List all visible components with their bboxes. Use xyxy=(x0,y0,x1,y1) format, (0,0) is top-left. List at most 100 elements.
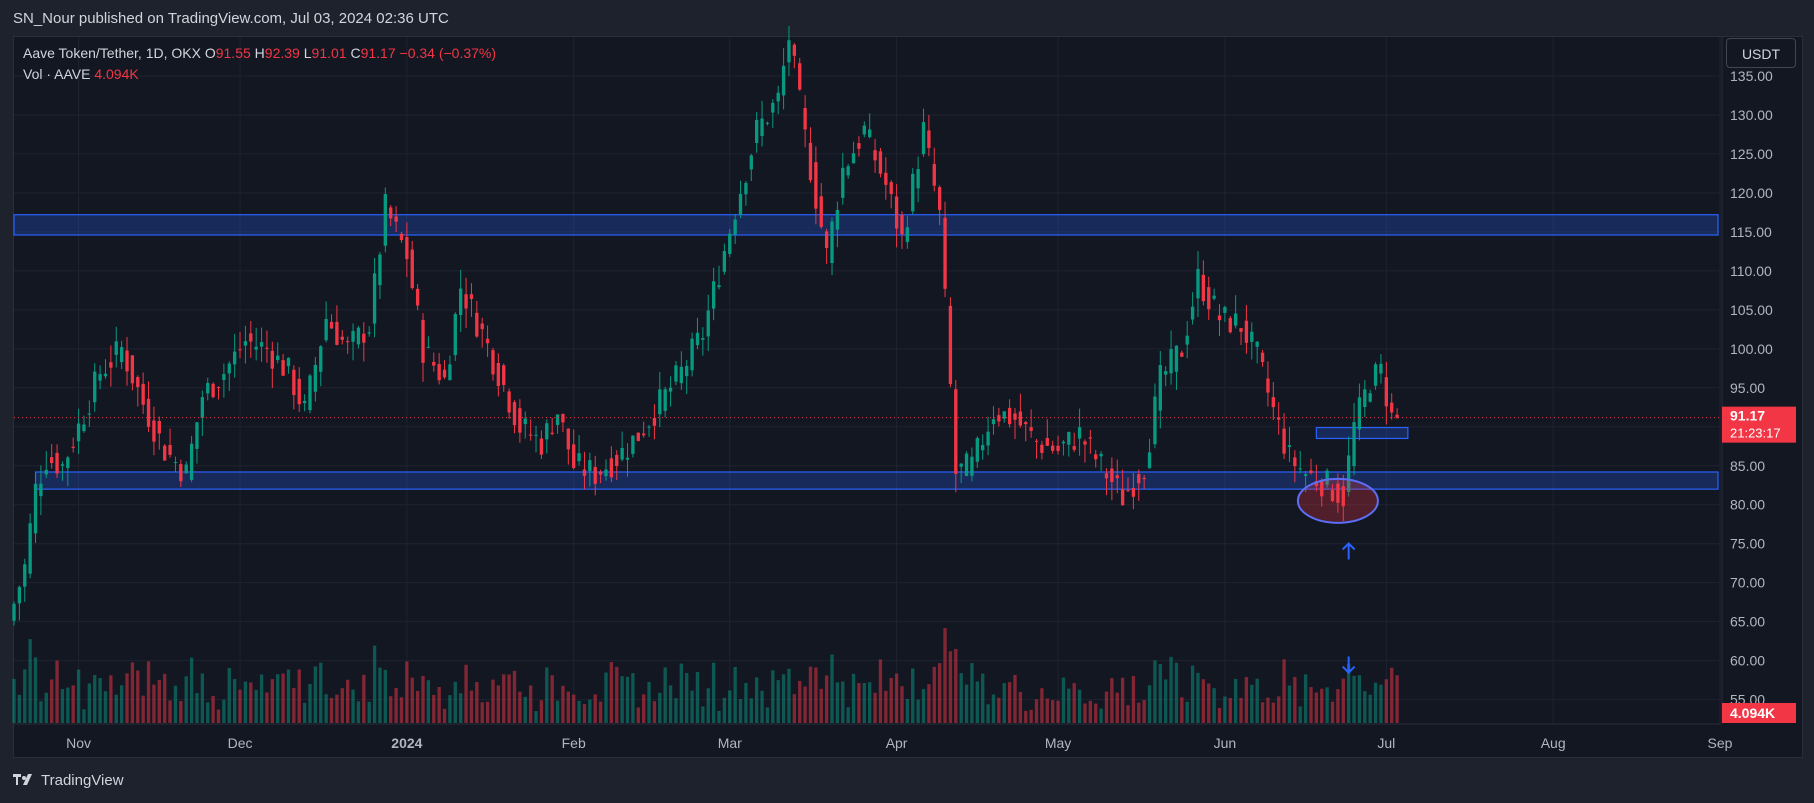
volume-bar xyxy=(1147,685,1152,723)
volume-bar xyxy=(1287,685,1292,723)
price-tick-label: 135.00 xyxy=(1730,68,1773,84)
volume-bar xyxy=(82,709,86,723)
currency-button[interactable]: USDT xyxy=(1726,38,1796,68)
candle-body xyxy=(954,389,958,474)
support-resistance-zone xyxy=(13,214,1719,236)
volume-bar xyxy=(722,697,727,723)
candle-body xyxy=(711,281,716,309)
candle-body xyxy=(808,142,813,181)
volume-bar xyxy=(227,667,231,723)
candle-body xyxy=(1013,413,1017,420)
volume-bar xyxy=(1158,663,1162,723)
volume-bar xyxy=(824,675,829,723)
candle-body xyxy=(760,118,764,137)
candle-body xyxy=(1120,488,1125,506)
volume-bar xyxy=(378,667,382,723)
candle-body xyxy=(1212,295,1216,299)
volume-bar xyxy=(1207,683,1211,723)
volume-bar xyxy=(868,682,872,723)
volume-bar xyxy=(410,677,414,723)
candle-body xyxy=(1282,428,1286,454)
volume-bar xyxy=(1099,708,1103,723)
volume-bar xyxy=(679,663,683,723)
volume-bar xyxy=(286,669,291,723)
date-tick-label: Jun xyxy=(1214,735,1237,751)
candle-body xyxy=(733,219,737,235)
candle-body xyxy=(119,347,124,363)
candle-body xyxy=(351,330,355,342)
symbol-name[interactable]: Aave Token/Tether, 1D, OKX xyxy=(23,45,201,61)
volume-bar xyxy=(846,707,850,723)
volume-bar xyxy=(109,675,113,723)
volume-bar xyxy=(1002,683,1006,723)
volume-bar xyxy=(206,702,210,723)
volume-bar xyxy=(916,699,920,723)
volume-label[interactable]: Vol · AAVE xyxy=(23,66,91,82)
candle-body xyxy=(426,346,431,348)
candle-body xyxy=(658,389,662,415)
volume-bar xyxy=(921,689,926,723)
ohlc-legend: Aave Token/Tether, 1D, OKX O91.55 H92.39… xyxy=(23,45,496,61)
candle-body xyxy=(1153,396,1157,445)
volume-bar xyxy=(17,694,22,723)
volume-bar xyxy=(1309,687,1313,723)
volume-bar xyxy=(362,674,366,723)
volume-bar xyxy=(249,682,253,723)
candle-body xyxy=(308,375,312,411)
candle-body xyxy=(152,420,156,442)
volume-bar xyxy=(87,683,92,723)
candle-body xyxy=(1330,490,1335,502)
candle-body xyxy=(28,523,32,574)
volume-bar xyxy=(1271,702,1275,723)
candle-body xyxy=(765,122,770,124)
volume-bar xyxy=(1013,675,1017,723)
candle-body xyxy=(109,362,113,368)
volume-legend: Vol · AAVE 4.094K xyxy=(23,66,139,82)
candle-body xyxy=(1024,422,1028,425)
volume-bar xyxy=(803,686,807,723)
volume-bar xyxy=(835,682,840,723)
volume-bar xyxy=(1185,701,1189,723)
candle-body xyxy=(259,342,264,347)
candle-body xyxy=(98,374,102,381)
candle-body xyxy=(432,361,436,366)
volume-bar xyxy=(889,677,893,723)
volume-bar xyxy=(1303,674,1308,723)
candle-body xyxy=(163,445,167,461)
volume-bar xyxy=(582,704,587,723)
candle-body xyxy=(33,483,38,534)
candle-body xyxy=(410,249,414,289)
candle-body xyxy=(1250,331,1254,342)
date-tick-label: Feb xyxy=(562,735,586,751)
date-tick-label: Dec xyxy=(228,735,253,751)
candle-body xyxy=(959,463,963,467)
volume-bar xyxy=(798,680,802,723)
candle-body xyxy=(195,422,199,449)
candle-body xyxy=(873,150,877,161)
volume-bar xyxy=(625,676,630,723)
volume-bar xyxy=(588,699,592,723)
candle-body xyxy=(798,63,802,90)
volume-bar xyxy=(512,670,517,723)
volume-bar xyxy=(1346,663,1351,723)
candle-body xyxy=(862,125,866,135)
volume-bar xyxy=(1061,677,1066,723)
candle-body xyxy=(679,366,683,384)
volume-bar xyxy=(1357,675,1362,723)
volume-bar xyxy=(1083,703,1087,723)
volume-bar xyxy=(502,674,506,723)
volume-bar xyxy=(340,688,344,723)
volume-bar xyxy=(211,695,215,723)
volume-bar xyxy=(367,701,371,723)
candle-body xyxy=(1040,444,1044,453)
candle-body xyxy=(738,194,743,215)
candle-body xyxy=(168,445,172,455)
volume-bar xyxy=(658,692,662,723)
candle-body xyxy=(900,214,904,235)
candle-body xyxy=(421,319,425,363)
candle-body xyxy=(1164,371,1168,375)
volume-bar xyxy=(313,666,318,723)
candle-body xyxy=(1174,345,1179,372)
candle-body xyxy=(1260,352,1265,363)
